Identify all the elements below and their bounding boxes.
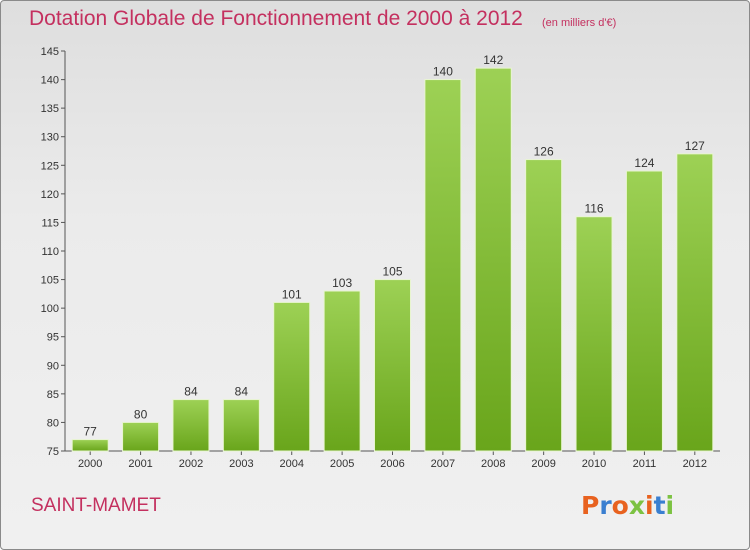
value-label-2001: 80 [134, 407, 148, 421]
bar-2009 [525, 159, 563, 452]
logo-letter: o [611, 491, 629, 520]
value-label-2012: 127 [685, 139, 705, 153]
bar-2003 [222, 399, 260, 452]
value-label-2005: 103 [332, 276, 352, 290]
logo-letter: P [581, 491, 600, 520]
x-tick-label: 2009 [531, 458, 555, 470]
bar-2008 [474, 67, 512, 452]
bar-2006 [374, 279, 411, 452]
value-label-2003: 84 [235, 385, 249, 399]
x-tick-label: 2002 [179, 458, 203, 470]
y-tick-label: 125 [41, 160, 59, 172]
y-tick-label: 85 [47, 389, 59, 401]
x-tick-label: 2001 [128, 458, 152, 470]
y-tick-label: 105 [41, 275, 59, 287]
chart-subtitle: (en milliers d'€) [542, 17, 617, 29]
value-label-2010: 116 [584, 202, 603, 216]
value-label-2011: 124 [634, 156, 654, 170]
bar-2007 [424, 79, 462, 452]
y-tick-label: 140 [41, 75, 59, 87]
value-labels-group: 77 80 84 84 101 103 105 140 142 126 116 124 127 [84, 53, 706, 438]
logo-letter: x [628, 491, 645, 520]
y-axis: 75 80 85 90 95 100 105 110 115 120 125 130 135 140 145 [41, 46, 66, 458]
y-tick-label: 100 [41, 303, 59, 315]
y-tick-label: 135 [41, 103, 59, 115]
commune-name: SAINT-MAMET [31, 495, 161, 516]
y-tick-label: 120 [41, 189, 59, 201]
x-tick-label: 2000 [78, 458, 102, 470]
y-tick-label: 145 [41, 46, 59, 58]
y-tick-label: 130 [41, 132, 59, 144]
bar-2002 [172, 399, 210, 452]
x-tick-label: 2010 [582, 458, 606, 470]
bar-2001 [122, 421, 160, 452]
value-label-2000: 77 [84, 425, 98, 439]
bar-2010 [575, 216, 613, 452]
bar-2012 [676, 153, 714, 452]
x-tick-label: 2011 [633, 458, 657, 470]
bar-2000 [71, 439, 109, 452]
y-tick-label: 95 [47, 332, 59, 344]
logo-letter: t [653, 491, 666, 520]
y-tick-label: 90 [47, 360, 59, 372]
value-label-2006: 105 [382, 265, 402, 279]
bar-2004 [273, 301, 311, 452]
bar-2005 [323, 290, 361, 452]
logo-letter: r [599, 491, 612, 520]
x-tick-label: 2012 [683, 458, 707, 470]
x-tick-label: 2003 [229, 458, 253, 470]
logo-letter: i [665, 491, 675, 520]
x-tick-label: 2007 [431, 458, 455, 470]
value-label-2002: 84 [184, 385, 198, 399]
value-label-2009: 126 [534, 145, 554, 159]
x-tick-label: 2008 [481, 458, 505, 470]
y-tick-label: 80 [47, 417, 59, 429]
bars-group [71, 67, 714, 452]
chart-title: Dotation Globale de Fonctionnement de 20… [29, 7, 523, 30]
x-tick-label: 2004 [279, 458, 303, 470]
logo-letter: i [645, 491, 654, 520]
y-tick-label: 75 [47, 446, 59, 458]
x-tick-label: 2005 [330, 458, 354, 470]
bar-2011 [625, 170, 663, 452]
value-label-2007: 140 [433, 65, 453, 79]
x-axis: 2000 2001 2002 2003 2004 2005 2006 2007 2008 2009… [65, 450, 720, 470]
y-tick-label: 115 [41, 217, 59, 229]
proxiti-logo: Proxiti [581, 491, 691, 525]
y-tick-label: 110 [41, 246, 59, 258]
value-label-2004: 101 [282, 287, 302, 301]
x-tick-label: 2006 [380, 458, 404, 470]
value-label-2008: 142 [483, 53, 503, 67]
